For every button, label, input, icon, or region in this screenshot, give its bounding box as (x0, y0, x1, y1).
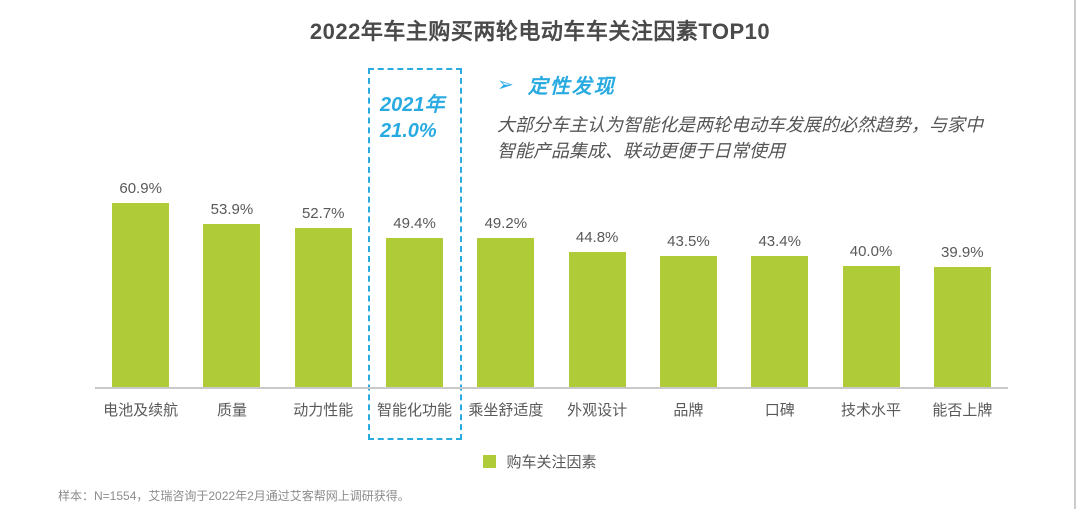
qualitative-body-line2: 智能产品集成、联动更便于日常使用 (497, 141, 785, 162)
bar-value-label: 43.5% (667, 233, 710, 250)
x-axis-label: 乘坐舒适度 (468, 402, 544, 419)
x-axis-label: 动力性能 (293, 402, 354, 419)
bar (568, 252, 626, 388)
bar-value-label: 39.9% (941, 244, 984, 261)
x-axis-labels: 电池及续航 质量 动力性能 智能化功能 乘坐舒适度 外观设计 品牌 口碑 技术水平 能否上牌 (95, 399, 1008, 420)
bar-value-label: 49.4% (393, 215, 436, 232)
bar-value-label: 53.9% (210, 201, 254, 218)
bar-value-label: 43.4% (758, 233, 801, 250)
bar-column: 53.9% (186, 160, 277, 388)
bar-column: 49.2% (460, 160, 551, 388)
bar-value-label: 60.9% (119, 180, 162, 197)
bar-column: 39.9% (917, 160, 1008, 388)
x-axis-label: 外观设计 (567, 402, 628, 419)
bar-value-label: 40.0% (849, 243, 893, 260)
legend: 购车关注因素 (0, 451, 1080, 472)
x-axis-label: 口碑 (764, 402, 795, 419)
source-note: 样本：N=1554，艾瑞咨询于2022年2月通过艾客帮网上调研获得。 (58, 489, 410, 503)
qualitative-heading: 定性发现 (527, 76, 616, 98)
bar (112, 203, 170, 388)
bar-column: 43.5% (643, 160, 734, 388)
bar (294, 228, 352, 388)
x-axis-label: 品牌 (673, 402, 704, 419)
bar-column: 52.7% (278, 160, 369, 388)
highlight-note: 2021年 21.0% (370, 92, 460, 144)
x-axis-label: 技术水平 (841, 402, 902, 419)
highlight-value: 21.0% (380, 120, 437, 142)
page-right-border (1074, 0, 1076, 509)
qualitative-body-line1: 大部分车主认为智能化是两轮电动车发展的必然趋势，与家中 (497, 115, 983, 135)
bar-value-label: 44.8% (575, 229, 619, 246)
bar-value-label: 49.2% (484, 215, 528, 232)
qualitative-findings: ➢ 定性发现 大部分车主认为智能化是两轮电动车发展的必然趋势，与家中 智能产品集… (497, 70, 1037, 164)
bar-column: 49.4% (369, 160, 460, 388)
x-axis-label: 能否上牌 (932, 402, 993, 419)
arrowhead-icon: ➢ (497, 73, 514, 96)
bar (386, 238, 444, 388)
bar (203, 224, 261, 388)
highlight-box: 2021年 21.0% (368, 68, 462, 440)
bar-column: 43.4% (734, 160, 825, 388)
bar (477, 238, 535, 388)
bar-columns: 60.9% 53.9% 52.7% 49.4% 49.2% 44.8% 43.5% 43.4%… (95, 160, 1008, 388)
highlight-year: 2021年 (380, 94, 445, 116)
qualitative-body: 大部分车主认为智能化是两轮电动车发展的必然趋势，与家中 智能产品集成、联动更便于… (497, 112, 1002, 164)
x-axis-label: 电池及续航 (103, 402, 179, 419)
bar (751, 256, 809, 388)
legend-label: 购车关注因素 (506, 454, 597, 471)
x-axis-label: 质量 (216, 402, 247, 419)
bar-column: 40.0% (825, 160, 916, 388)
x-axis-label: 智能化功能 (377, 402, 453, 419)
chart-title: 2022年车主购买两轮电动车车关注因素TOP10 (309, 19, 771, 44)
bar-value-label: 52.7% (301, 205, 345, 222)
bar-column: 60.9% (95, 160, 186, 388)
bar (842, 266, 900, 388)
x-axis-line (95, 387, 1008, 389)
bar-column: 44.8% (551, 160, 642, 388)
qualitative-heading-row: ➢ 定性发现 (497, 70, 1037, 99)
bar (933, 267, 991, 388)
bar (659, 256, 717, 388)
legend-swatch (483, 455, 497, 468)
